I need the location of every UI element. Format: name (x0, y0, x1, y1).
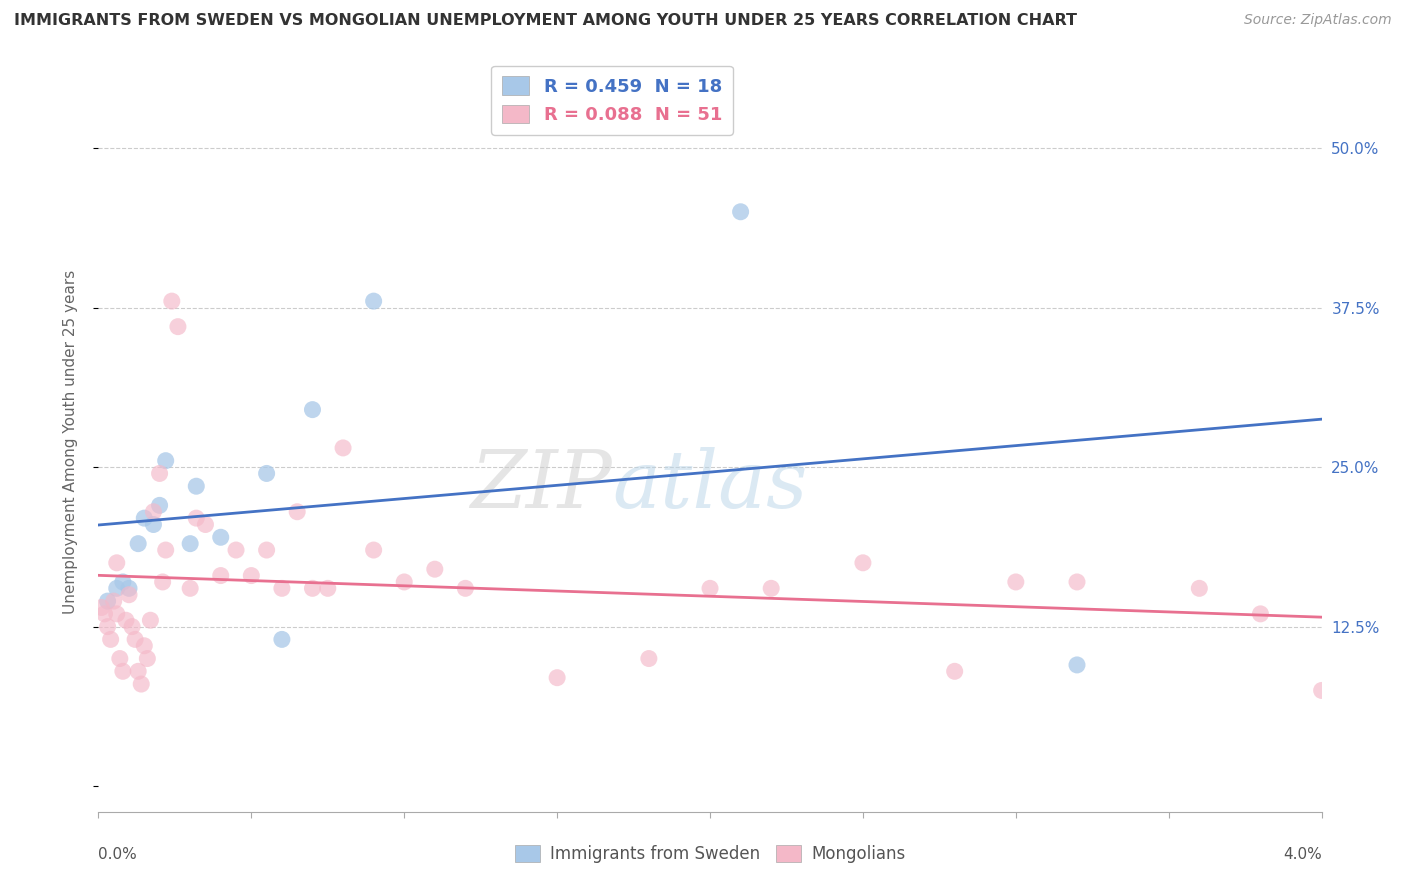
Point (285, 505, 308, 519)
Point (332, 441, 354, 455)
Point (225, 543, 247, 558)
Point (852, 556, 875, 570)
Point (392, 574, 416, 589)
Point (1004, 574, 1026, 589)
Point (149, 467, 172, 481)
Y-axis label: Unemployment Among Youth under 25 years: Unemployment Among Youth under 25 years (63, 269, 77, 614)
Point (730, 204, 752, 219)
Point (129, 677, 152, 691)
Point (194, 517, 217, 532)
Point (142, 505, 165, 519)
Point (118, 588, 141, 602)
Text: Source: ZipAtlas.com: Source: ZipAtlas.com (1244, 13, 1392, 28)
Point (179, 536, 201, 550)
Point (111, 574, 134, 589)
Point (699, 582, 721, 596)
Point (256, 467, 278, 481)
Point (186, 511, 208, 525)
Point (270, 582, 294, 596)
Point (301, 582, 323, 596)
Point (363, 543, 385, 558)
Text: 4.0%: 4.0% (1282, 847, 1322, 863)
Point (316, 582, 339, 596)
Point (105, 607, 128, 621)
Point (546, 671, 568, 685)
Point (105, 582, 128, 596)
Point (121, 620, 143, 634)
Point (1249, 607, 1271, 621)
Point (167, 319, 190, 334)
Point (240, 568, 263, 582)
Point (124, 632, 146, 647)
Point (118, 582, 141, 596)
Point (363, 294, 385, 309)
Point (1066, 657, 1088, 672)
Point (97, 594, 120, 608)
Point (134, 639, 156, 653)
Point (111, 665, 134, 679)
Point (97, 620, 120, 634)
Point (454, 582, 477, 596)
Legend: Immigrants from Sweden, Mongolians: Immigrants from Sweden, Mongolians (508, 838, 912, 870)
Point (134, 511, 156, 525)
Point (152, 574, 174, 589)
Point (637, 651, 661, 665)
Point (256, 543, 278, 558)
Point (209, 530, 232, 544)
Point (136, 651, 159, 665)
Point (759, 582, 782, 596)
Text: atlas: atlas (612, 447, 807, 524)
Point (127, 536, 149, 550)
Point (105, 556, 128, 570)
Point (155, 453, 177, 467)
Point (149, 499, 172, 513)
Text: IMMIGRANTS FROM SWEDEN VS MONGOLIAN UNEMPLOYMENT AMONG YOUTH UNDER 25 YEARS CORR: IMMIGRANTS FROM SWEDEN VS MONGOLIAN UNEM… (14, 13, 1077, 29)
Point (186, 479, 208, 493)
Point (100, 632, 122, 647)
Text: 0.0%: 0.0% (98, 847, 138, 863)
Point (160, 294, 183, 309)
Point (1310, 683, 1333, 698)
Point (90, 600, 112, 615)
Point (301, 402, 323, 417)
Text: ZIP: ZIP (471, 447, 612, 524)
Point (423, 562, 446, 576)
Point (93, 607, 115, 621)
Point (127, 665, 149, 679)
Point (108, 651, 131, 665)
Point (209, 568, 232, 582)
Point (179, 582, 201, 596)
Point (270, 632, 294, 647)
Point (115, 613, 138, 627)
Point (142, 517, 165, 532)
Point (139, 613, 162, 627)
Point (943, 665, 966, 679)
Point (155, 543, 177, 558)
Point (1066, 574, 1088, 589)
Point (1188, 582, 1211, 596)
Point (103, 594, 125, 608)
